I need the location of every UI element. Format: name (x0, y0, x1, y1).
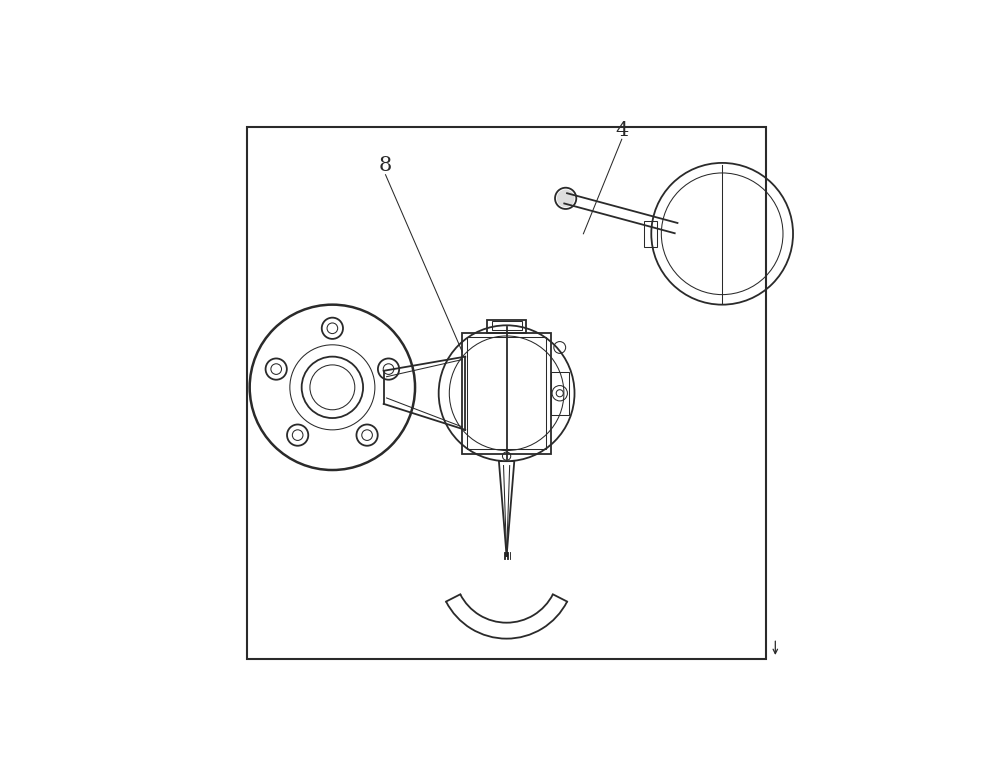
Bar (467, 337, 546, 449)
Text: 4: 4 (615, 121, 628, 140)
Bar (487, 320, 526, 333)
Bar (247, 127, 766, 659)
Bar (492, 321, 522, 331)
Bar (551, 372, 569, 414)
Bar (644, 221, 657, 247)
Bar (462, 333, 551, 454)
Circle shape (557, 189, 575, 207)
Text: 8: 8 (379, 156, 392, 176)
